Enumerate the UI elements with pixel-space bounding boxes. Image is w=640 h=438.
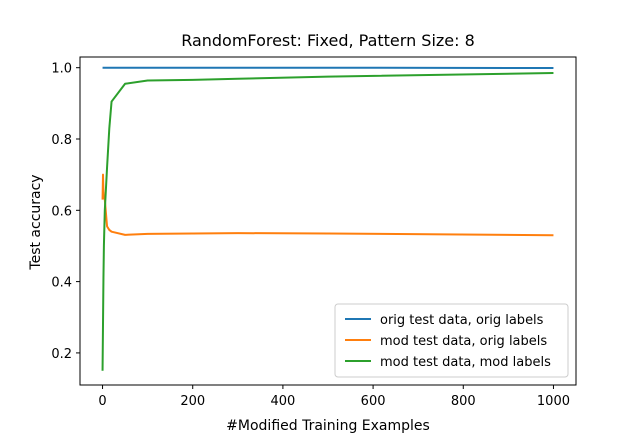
legend-label: mod test data, mod labels: [380, 355, 551, 370]
y-tick-label: 1.0: [51, 62, 72, 77]
plot-frame: [79, 56, 577, 386]
x-tick-label: 1000: [537, 394, 570, 409]
y-tick-label: 0.4: [51, 276, 72, 291]
x-tick-label: 0: [98, 394, 106, 409]
series-layer: [101, 66, 554, 371]
x-tick-label: 800: [451, 394, 476, 409]
y-axis-title: Test accuracy: [28, 174, 44, 270]
y-tick-label: 0.8: [51, 133, 72, 148]
axes-layer: 0 200 400 600 800 1000 0.2 0.4 0.6 0.8 1.0: [51, 56, 577, 409]
series-line-2: [101, 173, 554, 237]
legend-frame: [334, 303, 569, 378]
y-tick-label: 0.2: [51, 347, 72, 362]
x-tick-label: 200: [180, 394, 205, 409]
x-tick-label: 400: [270, 394, 295, 409]
legend: orig test data, orig labels mod test data…: [334, 303, 569, 378]
x-tick-label: 600: [361, 394, 386, 409]
y-tick-label: 0.6: [51, 204, 72, 219]
x-axis-title: #Modified Training Examples: [226, 418, 430, 434]
legend-label: orig test data, orig labels: [380, 313, 544, 328]
legend-label: mod test data, orig labels: [380, 334, 547, 349]
chart-title: RandomForest: Fixed, Pattern Size: 8: [181, 31, 475, 50]
series-line-3: [101, 72, 554, 371]
